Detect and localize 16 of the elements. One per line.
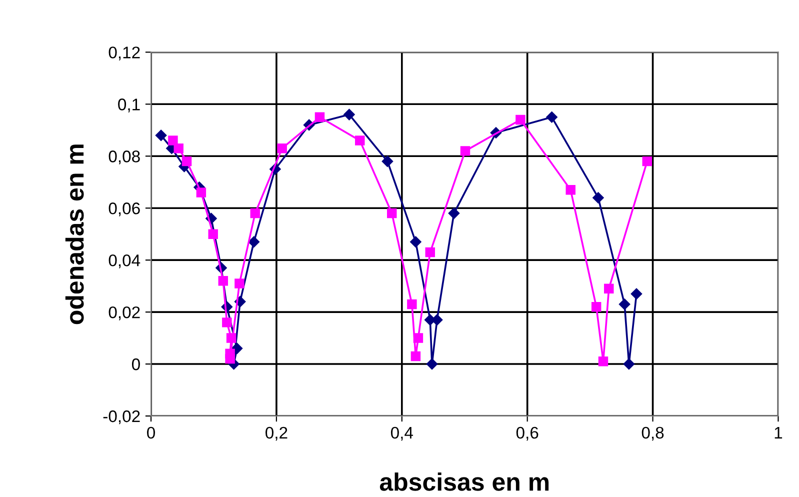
x-tick-label: 0,2 [266,426,288,441]
y-tick-label: 0,02 [108,306,140,320]
y-tick-label: -0,02 [103,410,140,424]
x-axis-title: abscisas en m [380,472,549,491]
x-tick-label: 0,6 [516,426,538,441]
x-tick-label: 1 [774,427,782,438]
x-tick-label: 0,4 [390,426,413,441]
y-tick-label: 0 [132,358,140,370]
y-tick-label: 0,04 [108,254,140,268]
x-tick-label: 0,8 [642,426,664,441]
x-tick-label: 0 [147,426,155,439]
y-tick-label: 0,06 [108,202,140,216]
y-axis-title: odenadas en m [65,144,84,324]
y-tick-label: 0,1 [118,98,140,112]
y-tick-label: 0,08 [108,150,140,164]
y-tick-label: 0,12 [108,46,140,60]
